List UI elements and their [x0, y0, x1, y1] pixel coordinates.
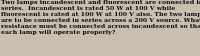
Text: Two lamps incandescent and fluorescent are connected in
series.  Incandescent is: Two lamps incandescent and fluorescent a… [1, 0, 200, 35]
